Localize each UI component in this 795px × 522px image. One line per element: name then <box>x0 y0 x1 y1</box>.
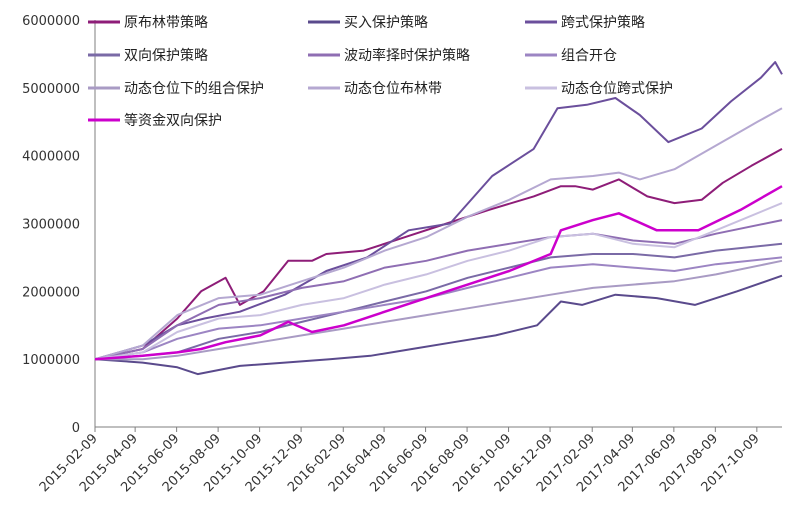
legend-label: 跨式保护策略 <box>561 14 645 31</box>
y-tick-label: 4000000 <box>22 150 80 165</box>
legend-label: 买入保护策略 <box>344 14 428 31</box>
y-axis-ticks: 0 1000000 2000000 3000000 4000000 5000000 6000… <box>22 14 80 436</box>
y-tick-label: 3000000 <box>22 218 80 233</box>
y-tick-label: 1000000 <box>22 353 80 368</box>
legend-label: 原布林带策略 <box>124 14 208 31</box>
y-tick-label: 0 <box>72 421 80 436</box>
series-line-5 <box>94 219 783 361</box>
series-line-9 <box>94 202 783 361</box>
y-tick-label: 2000000 <box>22 285 80 300</box>
legend-label: 动态仓位跨式保护 <box>561 81 673 97</box>
legend-label: 动态仓位下的组合保护 <box>124 81 264 97</box>
series-line-10 <box>94 185 783 361</box>
legend-label: 等资金双向保护 <box>124 112 222 129</box>
series-line-2 <box>94 274 783 376</box>
y-tick-label: 5000000 <box>22 82 80 97</box>
series-line-4 <box>94 242 783 361</box>
legend-label: 双向保护策略 <box>124 47 208 64</box>
series-line-8 <box>94 107 783 361</box>
legend-label: 动态仓位布林带 <box>344 81 442 97</box>
y-tick-label: 6000000 <box>22 14 80 29</box>
series-line-7 <box>95 259 783 361</box>
legend-label: 组合开仓 <box>561 48 617 64</box>
series-line-3 <box>94 61 783 361</box>
legend-label: 波动率择时保护策略 <box>344 47 470 64</box>
series-lines <box>94 61 783 376</box>
